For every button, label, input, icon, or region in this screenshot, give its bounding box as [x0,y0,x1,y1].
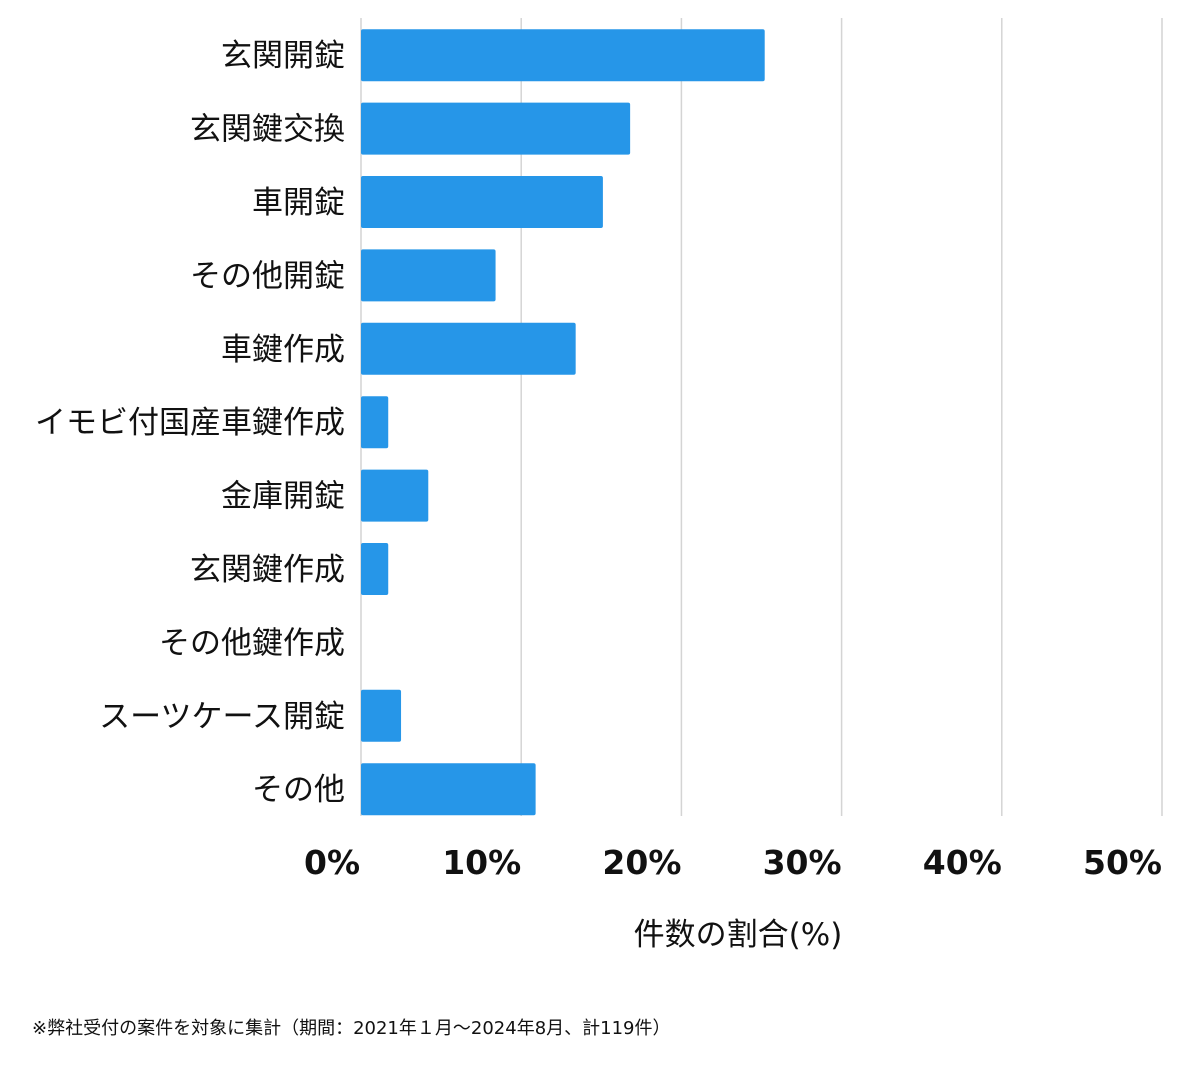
category-label: 車鍵作成 [221,332,345,368]
bar [361,543,389,595]
category-label: 金庫開錠 [221,479,345,515]
bar [361,322,576,375]
footnote: ※弊社受付の案件を対象に集計（期間：2021年１月〜2024年8月、計119件） [32,1018,671,1039]
x-tick-label: 40% [923,843,1002,882]
bars [361,29,765,816]
x-tick-label: 20% [602,843,681,882]
category-label: その他鍵作成 [159,625,345,661]
category-label: その他 [252,772,345,808]
bar [361,763,536,816]
bar [361,689,402,742]
category-label: 玄関鍵作成 [190,552,345,588]
bar [361,469,429,522]
category-label: その他開錠 [190,258,345,294]
bar [361,102,631,155]
category-label: 車開錠 [252,185,345,221]
category-labels: 玄関開錠玄関鍵交換車開錠その他開錠車鍵作成イモビ付国産車鍵作成金庫開錠玄関鍵作成… [35,38,345,808]
category-label: 玄関開錠 [221,38,345,74]
bar [361,396,389,449]
x-tick-label: 30% [763,843,842,882]
bar [361,176,603,228]
x-tick-label: 0% [304,843,360,882]
category-label: 玄関鍵交換 [190,112,345,148]
x-tick-label: 50% [1083,843,1162,882]
x-axis-title: 件数の割合(%) [634,917,843,953]
bar [361,249,496,302]
category-label: イモビ付国産車鍵作成 [35,405,345,441]
category-label: スーツケース開錠 [99,699,345,735]
x-tick-labels: 0% 10% 20% 30% 40% 50% [304,843,1162,882]
bar-chart: 玄関開錠玄関鍵交換車開錠その他開錠車鍵作成イモビ付国産車鍵作成金庫開錠玄関鍵作成… [35,18,1163,953]
x-tick-label: 10% [442,843,521,882]
bar [361,29,765,82]
